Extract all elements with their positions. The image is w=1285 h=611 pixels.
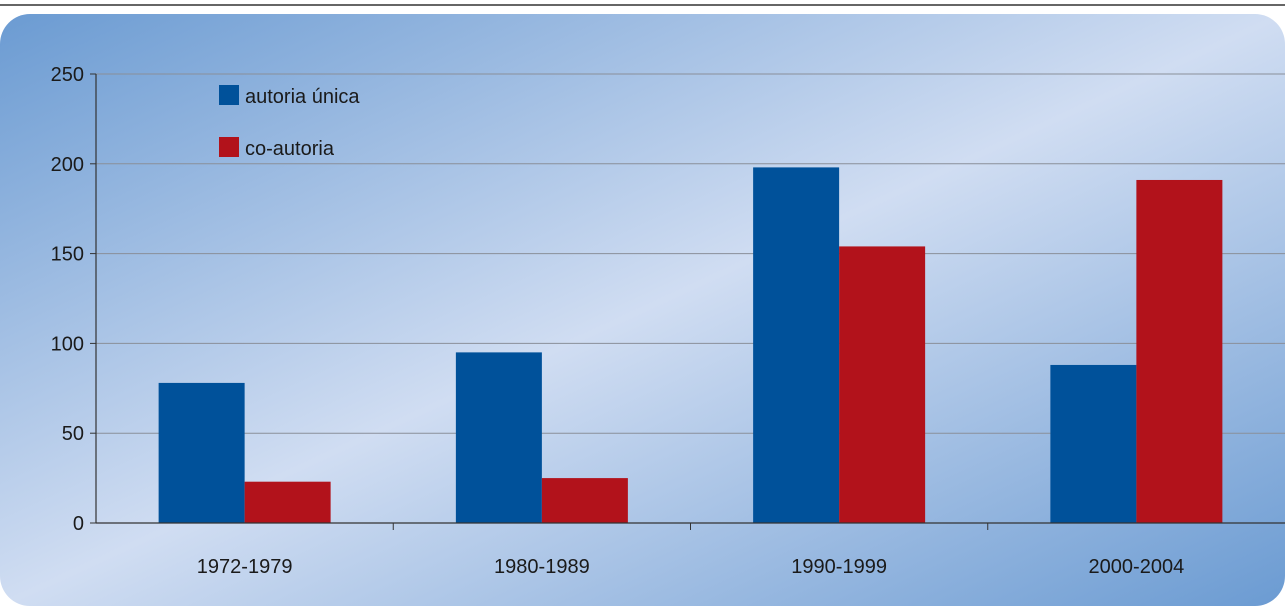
bar-autoria-unica-1980-1989 [455,352,542,523]
legend-label: autoria única [245,86,360,108]
bar-co-autoria-2000-2004 [1136,179,1223,524]
axes: 0 50 100 150 200 250 1972-1979 1980-1989 1990-19… [51,64,1285,578]
x-tick-label: 1990-1999 [791,556,887,578]
y-tick-label: 100 [51,333,84,355]
y-tick-label: 0 [73,513,84,535]
bar-autoria-unica-1990-1999 [753,167,840,523]
legend-swatch [219,85,239,105]
x-tick-label: 1972-1979 [197,556,293,578]
legend-label: co-autoria [245,138,335,160]
legend-swatch [219,137,239,157]
x-tick-label: 1980-1989 [494,556,590,578]
y-tick-label: 250 [51,64,84,86]
y-tick-label: 50 [62,423,84,445]
gridlines [96,73,1285,434]
bar-autoria-unica-1972-1979 [158,382,245,523]
legend: autoria única co-autoria [219,85,360,160]
bar-co-autoria-1980-1989 [541,478,628,523]
bars [158,167,1223,524]
bar-autoria-unica-2000-2004 [1050,364,1137,523]
y-tick-label: 200 [51,154,84,176]
x-tick-label: 2000-2004 [1089,556,1185,578]
bar-co-autoria-1972-1979 [244,481,331,523]
y-tick-label: 150 [51,244,84,266]
chart-background [0,14,1285,606]
bar-co-autoria-1990-1999 [839,246,926,523]
